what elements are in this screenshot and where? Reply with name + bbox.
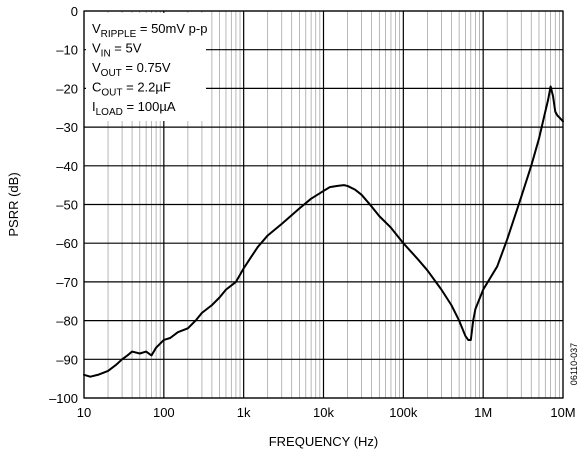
x-tick-label: 100k [389,405,418,420]
psrr-series-line [83,85,564,378]
y-tick-label: –50 [56,198,78,213]
y-tick-labels: 0 –10 –20 –30 –40 –50 –60 –70 –80 –90 –100 [49,4,78,406]
x-tick-label: 10k [313,405,334,420]
figure-id: 06110-037 [569,343,579,385]
y-tick-label: 0 [71,4,78,19]
x-tick-labels: 10 100 1k 10k 100k 1M 10M [77,405,576,420]
x-tick-label: 1M [474,405,492,420]
y-tick-label: –70 [56,275,78,290]
x-tick-label: 10 [77,405,91,420]
y-tick-label: –100 [49,391,78,406]
annotation-line: ILOAD = 100µA [92,99,176,118]
annotation-background [86,13,206,121]
annotation-line: VRIPPLE = 50mV p-p [92,21,207,40]
y-tick-label: –20 [56,81,78,96]
annotation-line: VOUT = 0.75V [92,60,171,79]
x-tick-label: 1k [237,405,251,420]
y-tick-label: –60 [56,236,78,251]
x-tick-label: 10M [550,405,575,420]
y-tick-label: –90 [56,352,78,367]
annotation-line: COUT = 2.2µF [92,80,171,99]
y-tick-label: –40 [56,159,78,174]
y-tick-label: –30 [56,120,78,135]
annotation-line: VIN = 5V [92,41,142,60]
y-tick-label: –80 [56,314,78,329]
y-tick-label: –10 [56,43,78,58]
y-axis-title: PSRR (dB) [6,172,21,236]
plot-frame [83,10,564,399]
x-tick-label: 100 [153,405,175,420]
x-axis-title: FREQUENCY (Hz) [269,434,379,449]
